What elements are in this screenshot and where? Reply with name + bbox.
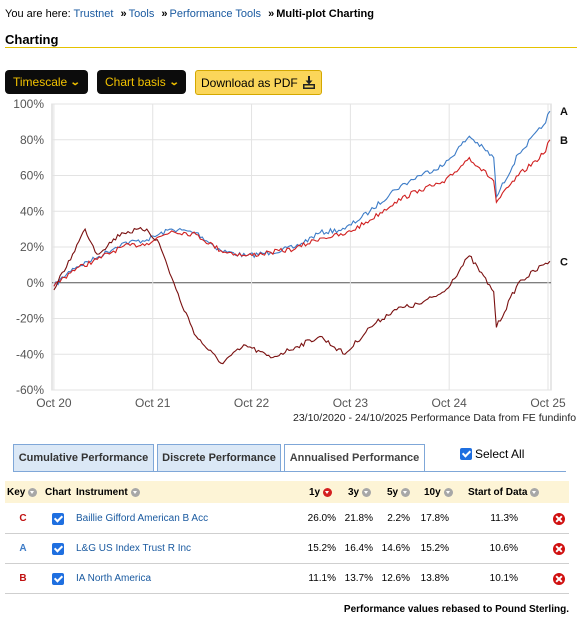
row-3y: 13.7% [344,573,373,584]
row-5y: 14.6% [381,543,410,554]
row-5y: 12.6% [381,573,410,584]
row-3y: 16.4% [344,543,373,554]
y-tick-label: 100% [13,98,44,111]
select-all-label: Select All [475,447,525,461]
breadcrumb-separator: » [268,8,275,20]
tab-annualised-performance[interactable]: Annualised Performance [284,444,425,472]
row-key: B [19,573,27,584]
breadcrumb-link-trustnet[interactable]: Trustnet [73,8,114,20]
breadcrumb-separator: » [161,8,168,20]
tab-discrete-performance[interactable]: Discrete Performance [157,444,281,472]
column-header-10y[interactable]: 10y [424,487,453,498]
row-10y: 13.8% [420,573,449,584]
column-header-instrument[interactable]: Instrument [76,487,140,498]
row-instrument-link[interactable]: IA North America [76,573,152,584]
row-1y: 11.1% [308,573,336,584]
sort-icon [362,488,372,497]
table-row: B IA North America 11.1% 13.7% 12.6% 13.… [5,564,569,594]
performance-chart: 100% 80% 60% 40% 20% 0% -20% -40% -60%Oct 20 Oct … [13,98,568,410]
y-tick-label: 40% [20,204,44,218]
section-title: Charting [5,32,59,47]
row-instrument-link[interactable]: Baillie Gifford American B Acc [76,513,209,524]
select-all-checkbox[interactable] [460,448,472,460]
column-header-key[interactable]: Key [7,487,38,498]
row-10y: 17.8% [420,513,449,524]
row-start-of-data: 11.3% [490,513,518,524]
row-start-of-data: 10.1% [489,573,518,584]
timescale-label: Timescale [13,75,68,89]
row-3y: 21.8% [344,513,373,524]
chevron-down-icon: ⌄ [168,76,180,88]
x-tick-label: Oct 22 [234,396,270,410]
y-tick-label: 80% [20,133,44,147]
sort-icon [401,488,411,497]
series-line-a [53,110,551,287]
chevron-down-icon: ⌄ [69,76,81,88]
y-tick-label: -20% [16,312,44,326]
sort-icon [28,488,38,497]
breadcrumb-link-performance-tools[interactable]: Performance Tools [169,8,262,20]
row-chart-checkbox[interactable] [52,543,64,555]
series-line-c [53,226,551,365]
row-chart-checkbox[interactable] [52,573,64,585]
remove-icon[interactable] [553,543,565,555]
breadcrumb-current: Multi-plot Charting [276,8,374,20]
footer-note: Performance values rebased to Pound Ster… [343,604,569,615]
y-tick-label: -60% [16,383,44,397]
tab-cumulative-performance[interactable]: Cumulative Performance [13,444,154,472]
row-key: A [19,543,27,554]
breadcrumb: You are here: Trustnet » Tools » Performan… [5,8,374,20]
y-tick-label: 0% [27,276,45,290]
row-instrument-link[interactable]: L&G US Index Trust R Inc [76,543,192,554]
sort-icon [530,488,540,497]
table-row: A L&G US Index Trust R Inc 15.2% 16.4% 1… [5,534,569,564]
x-tick-label: Oct 23 [333,396,369,410]
section-divider [5,47,577,48]
breadcrumb-link-tools[interactable]: Tools [128,8,155,20]
series-label-b: B [560,135,568,147]
table-row: C Baillie Gifford American B Acc 26.0% 2… [5,504,569,534]
row-chart-checkbox[interactable] [52,513,64,525]
row-10y: 15.2% [420,543,449,554]
series-label-a: A [560,106,568,118]
row-key: C [19,513,27,524]
table-header: Key Chart Instrument 1y 3y 5y 10y Start … [5,481,569,503]
breadcrumb-separator: » [120,8,127,20]
y-tick-label: 60% [20,169,44,183]
sort-active-icon [323,488,333,497]
select-all[interactable]: Select All [460,447,524,461]
y-tick-label: 20% [20,240,44,254]
row-start-of-data: 10.6% [489,543,518,554]
chart-basis-label: Chart basis [105,75,166,89]
sort-icon [130,488,140,497]
breadcrumb-prefix: You are here: [5,8,71,20]
x-tick-label: Oct 20 [36,396,72,410]
download-icon [303,76,315,89]
series-label-c: C [560,256,568,268]
column-header-3y[interactable]: 3y [348,487,372,498]
x-tick-label: Oct 24 [432,396,468,410]
remove-icon[interactable] [553,513,565,525]
y-tick-label: -40% [16,347,44,361]
remove-icon[interactable] [553,573,565,585]
row-1y: 26.0% [307,513,336,524]
column-header-chart: Chart [45,487,72,498]
series-line-b [53,139,551,287]
x-tick-label: Oct 25 [530,396,566,410]
row-1y: 15.2% [307,543,336,554]
download-pdf-button[interactable]: Download as PDF [195,70,322,95]
x-tick-label: Oct 21 [135,396,171,410]
row-5y: 2.2% [387,513,410,524]
tab-divider [13,471,566,472]
sort-icon [443,488,453,497]
column-header-start-of-data[interactable]: Start of Data [468,487,540,498]
timescale-dropdown[interactable]: Timescale ⌄ [5,70,88,94]
chart-date-range: 23/10/2020 - 24/10/2025 Performance Data… [293,412,577,424]
chart-basis-dropdown[interactable]: Chart basis ⌄ [97,70,186,94]
column-header-5y[interactable]: 5y [387,487,411,498]
column-header-1y[interactable]: 1y [309,487,333,498]
download-pdf-label: Download as PDF [201,75,298,90]
